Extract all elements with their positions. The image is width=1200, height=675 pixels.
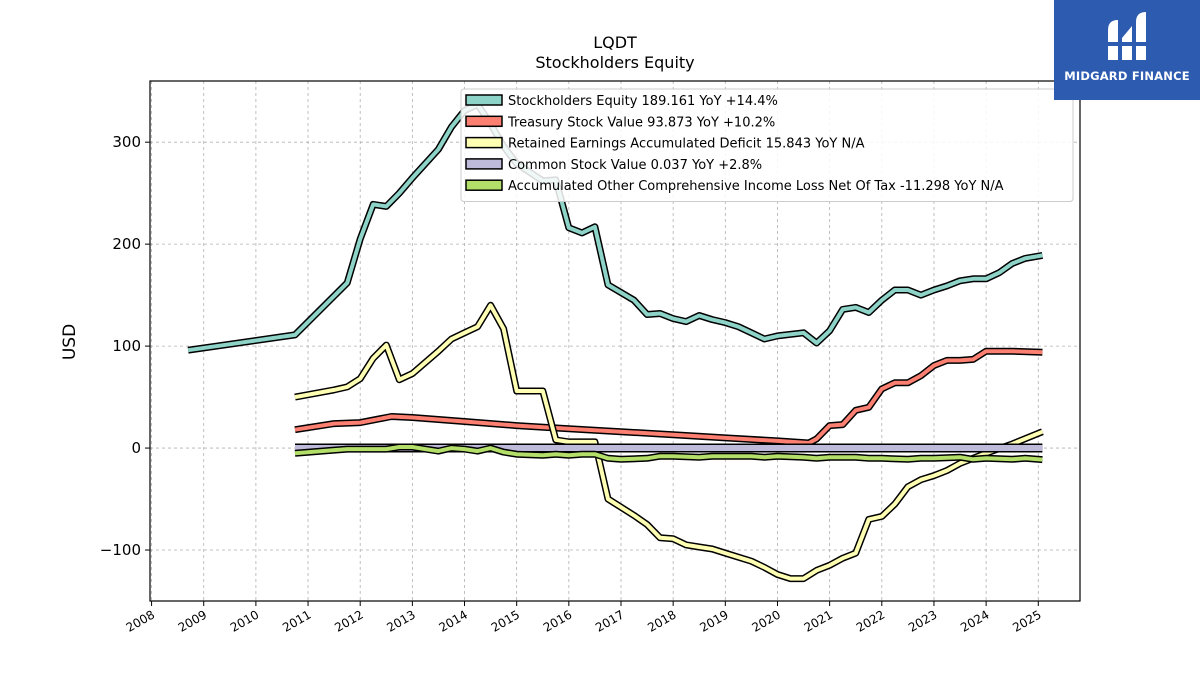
- brand-logo: MIDGARD FINANCE: [1054, 0, 1200, 100]
- x-tick-label: 2012: [332, 607, 365, 634]
- y-tick-label: −100: [100, 541, 141, 559]
- y-tick-label: 300: [112, 133, 141, 151]
- x-axis: 2008 2009 2010 2011 2012 2013 2014 2015 2016 2017…: [124, 601, 1044, 635]
- series-layer: [187, 101, 1044, 583]
- logo-text: MIDGARD FINANCE: [1064, 69, 1190, 83]
- y-axis-label: USD: [60, 324, 80, 360]
- plot-frame: [149, 80, 1081, 602]
- x-tick-label: 2022: [854, 607, 887, 634]
- legend-swatch: [465, 115, 503, 128]
- series-line-2: [294, 303, 1044, 581]
- x-tick-label: 2023: [906, 607, 939, 634]
- x-tick-label: 2011: [280, 607, 313, 634]
- series-line-1: [294, 349, 1043, 445]
- x-tick-label: 2009: [176, 607, 209, 634]
- x-tick-label: 2025: [1010, 607, 1043, 634]
- x-tick-label: 2014: [437, 607, 470, 634]
- x-tick-label: 2008: [124, 607, 157, 634]
- series-outline-1: [294, 347, 1043, 447]
- legend-swatch: [465, 179, 503, 191]
- legend-swatch: [465, 136, 503, 149]
- legend-entry: Common Stock Value 0.037 YoY +2.8%: [508, 158, 762, 173]
- legend-swatch: [465, 158, 503, 170]
- chart-title: LQDT: [593, 33, 637, 52]
- x-tick-label: 2018: [645, 607, 678, 634]
- legend-box: [460, 88, 1074, 202]
- legend-entry: Stockholders Equity 189.161 YoY +14.4%: [508, 94, 778, 109]
- y-tick-label: 100: [112, 337, 141, 355]
- x-tick-label: 2019: [697, 607, 730, 634]
- x-tick-label: 2010: [228, 607, 261, 634]
- y-tick-label: 0: [131, 439, 141, 457]
- x-tick-label: 2015: [489, 607, 522, 634]
- series-line-0: [187, 102, 1043, 353]
- legend-swatch: [465, 94, 503, 106]
- logo-mark-icon: [1108, 12, 1146, 60]
- x-tick-label: 2021: [802, 607, 835, 634]
- legend-entry: Accumulated Other Comprehensive Income L…: [508, 179, 1004, 194]
- legend-entry: Treasury Stock Value 93.873 YoY +10.2%: [507, 115, 775, 130]
- x-tick-label: 2013: [384, 607, 417, 634]
- legend: Stockholders Equity 189.161 YoY +14.4% Tr…: [460, 88, 1074, 202]
- series-line-4: [294, 445, 1043, 462]
- y-tick-label: 200: [112, 235, 141, 253]
- x-tick-label: 2024: [958, 607, 991, 634]
- x-tick-label: 2020: [750, 607, 783, 634]
- x-tick-label: 2016: [541, 607, 574, 634]
- chart-subtitle: Stockholders Equity: [535, 53, 694, 72]
- legend-entry: Retained Earnings Accumulated Deficit 15…: [508, 137, 865, 152]
- x-tick-label: 2017: [593, 607, 626, 634]
- y-axis: −100 0 100 200 300: [100, 133, 150, 559]
